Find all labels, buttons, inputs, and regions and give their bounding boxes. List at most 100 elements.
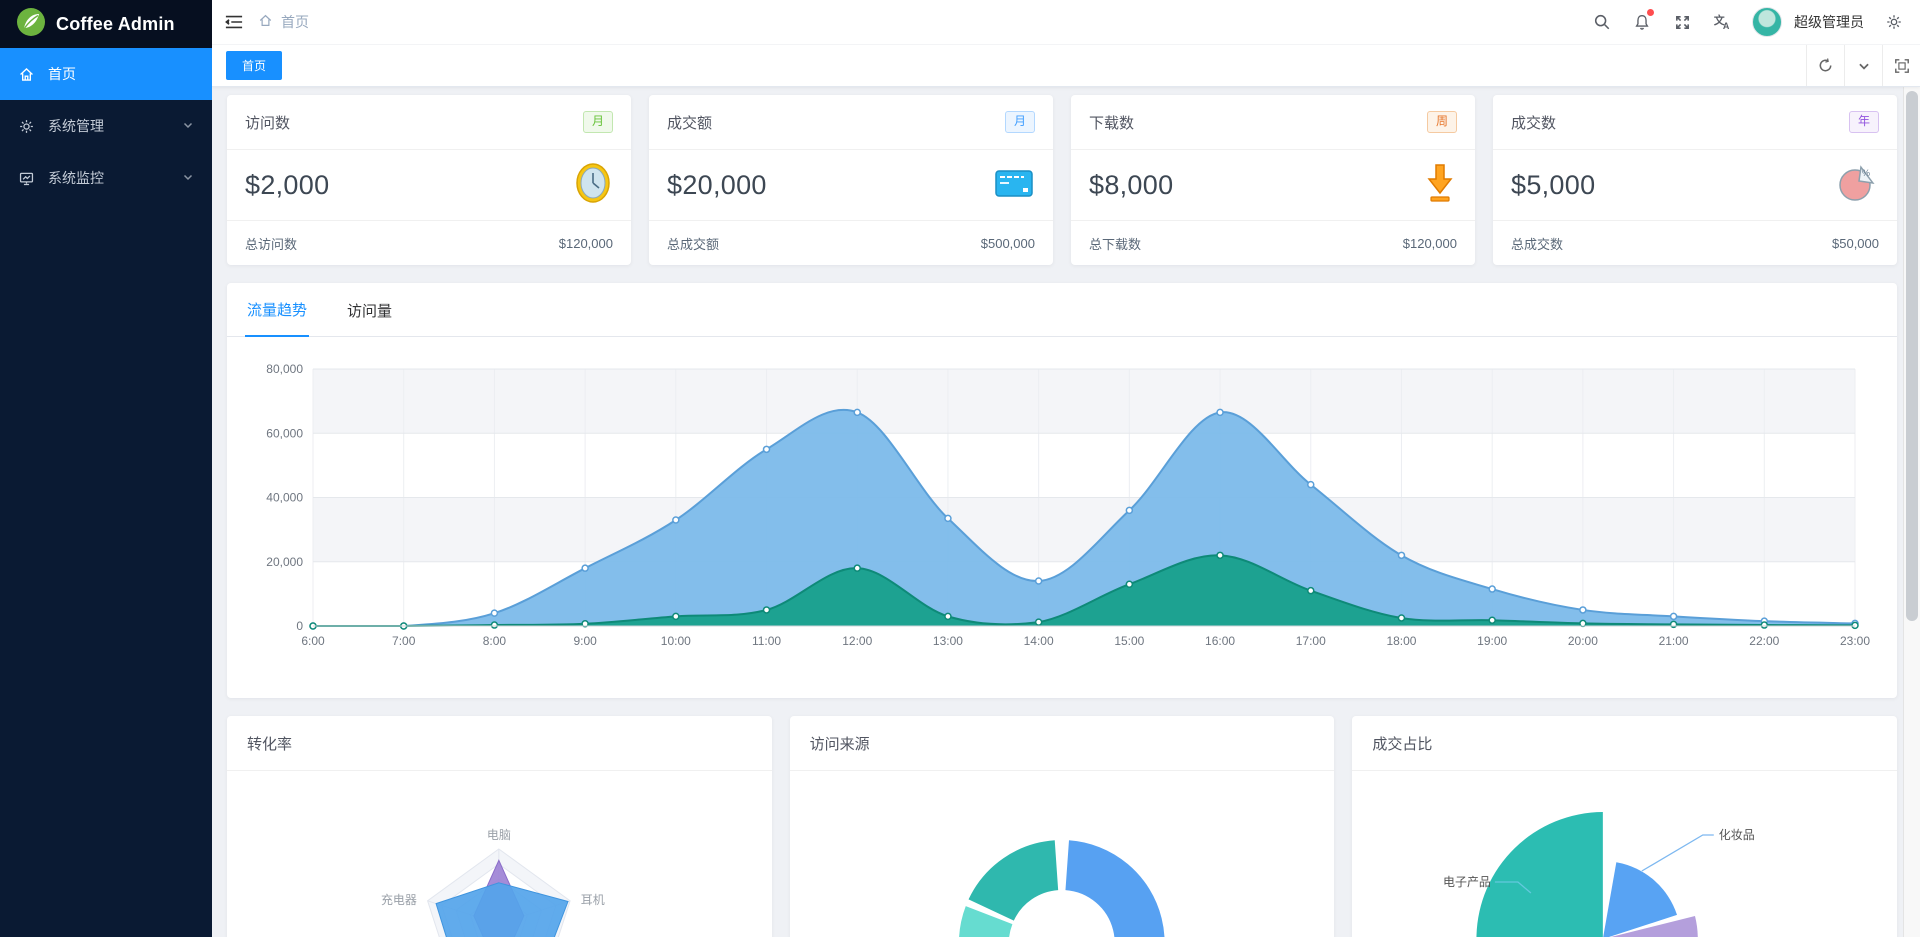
- sidebar-fold-icon[interactable]: [224, 12, 244, 32]
- stat-card-body: $5,000 %: [1493, 150, 1897, 220]
- home-icon: [18, 65, 36, 83]
- tag-controls: [1806, 45, 1920, 86]
- stat-footer-label: 总成交数: [1511, 236, 1564, 252]
- pie-label: 电子产品: [1443, 875, 1491, 889]
- svg-text:15:00: 15:00: [1114, 634, 1144, 648]
- stat-card-footer: 总成交数 $50,000: [1493, 220, 1897, 265]
- svg-text:12:00: 12:00: [842, 634, 872, 648]
- search-icon[interactable]: [1592, 12, 1612, 32]
- stat-footer-label: 总访问数: [245, 236, 298, 252]
- breadcrumb[interactable]: 首页: [258, 12, 309, 32]
- svg-text:11:00: 11:00: [752, 634, 781, 648]
- svg-text:0: 0: [296, 619, 303, 633]
- stat-card-body: $8,000: [1071, 150, 1475, 220]
- svg-text:7:00: 7:00: [392, 634, 416, 648]
- svg-text:13:00: 13:00: [933, 634, 963, 648]
- period-badge: 月: [1004, 111, 1035, 133]
- gear-icon: [18, 117, 36, 135]
- radar-axis-label: 充电器: [381, 892, 417, 907]
- clock-icon: [573, 161, 613, 210]
- donut-chart[interactable]: [790, 771, 1335, 937]
- username[interactable]: 超级管理员: [1794, 14, 1864, 30]
- rose-pie-chart[interactable]: 化妆品 电子产品: [1352, 771, 1897, 937]
- svg-text:21:00: 21:00: [1659, 634, 1689, 648]
- chevron-down-icon: [182, 170, 194, 186]
- user-avatar[interactable]: [1752, 7, 1782, 37]
- radar-axis-label: 电脑: [487, 828, 511, 842]
- svg-text:20,000: 20,000: [266, 555, 303, 569]
- stat-card-body: $2,000: [227, 150, 631, 220]
- gear-icon[interactable]: [1884, 12, 1904, 32]
- svg-text:6:00: 6:00: [301, 634, 325, 648]
- card-title: 成交占比: [1352, 716, 1898, 771]
- card-title: 转化率: [227, 716, 772, 771]
- stat-footer-value: $500,000: [980, 235, 1035, 251]
- maximize-icon[interactable]: [1882, 45, 1920, 86]
- trend-tabs: 流量趋势 访问量: [227, 283, 1897, 337]
- fullscreen-icon[interactable]: [1672, 12, 1692, 32]
- svg-text:9:00: 9:00: [573, 634, 597, 648]
- stat-footer-value: $120,000: [558, 235, 613, 251]
- refresh-icon[interactable]: [1806, 45, 1844, 86]
- stat-footer-value: $120,000: [1402, 235, 1457, 251]
- stat-card-header: 成交额 月: [649, 95, 1053, 150]
- visit-source-card: 访问来源: [789, 716, 1335, 937]
- stat-card-downloads: 下载数 周 $8,000 总下载数 $120,000: [1071, 95, 1475, 265]
- scrollbar-thumb[interactable]: [1906, 91, 1918, 621]
- stat-card-title: 成交数: [1511, 114, 1557, 132]
- stat-card-footer: 总访问数 $120,000: [227, 220, 631, 265]
- download-icon: [1423, 161, 1457, 210]
- tab-traffic-trend[interactable]: 流量趋势: [245, 299, 310, 337]
- tags-view-bar: 首页: [212, 45, 1920, 87]
- logo: Coffee Admin: [0, 0, 212, 48]
- stat-footer-value: $50,000: [1832, 235, 1879, 251]
- breadcrumb-label: 首页: [281, 14, 309, 30]
- svg-text:A: A: [1723, 21, 1730, 31]
- tab-visit-volume[interactable]: 访问量: [347, 303, 393, 320]
- top-header: 首页: [212, 0, 1920, 45]
- translate-icon[interactable]: 文 A: [1712, 12, 1732, 32]
- svg-text:19:00: 19:00: [1477, 634, 1507, 648]
- svg-text:80,000: 80,000: [266, 362, 303, 376]
- header-actions: 文 A 超级管理员: [1592, 7, 1904, 37]
- stat-footer-label: 总成交额: [667, 236, 720, 252]
- stat-card-value: $20,000: [667, 169, 767, 200]
- stat-card-footer: 总成交额 $500,000: [649, 220, 1053, 265]
- chevron-down-icon[interactable]: [1844, 45, 1882, 86]
- sidebar-item-home[interactable]: 首页: [0, 48, 212, 100]
- stat-card-body: $20,000: [649, 150, 1053, 220]
- svg-text:23:00: 23:00: [1840, 634, 1870, 648]
- stat-footer-label: 总下载数: [1089, 236, 1142, 252]
- stat-card-turnover: 成交额 月 $20,000 总成交额: [649, 95, 1053, 265]
- stat-card-deals: 成交数 年 $5,000 % 总成交数 $50,000: [1493, 95, 1897, 265]
- svg-text:22:00: 22:00: [1749, 634, 1779, 648]
- tag-home[interactable]: 首页: [226, 51, 283, 80]
- app-title: Coffee Admin: [56, 13, 175, 34]
- sidebar-item-label: 系统管理: [48, 118, 104, 134]
- bank-card-icon: [993, 166, 1035, 205]
- bottom-cards-row: 转化率 电脑: [227, 716, 1898, 937]
- card-title: 访问来源: [789, 716, 1335, 771]
- sidebar-item-label: 系统监控: [48, 170, 104, 186]
- sidebar-item-system-management[interactable]: 系统管理: [0, 100, 212, 152]
- stat-card-value: $2,000: [245, 169, 330, 200]
- page-scrollbar[interactable]: [1903, 87, 1920, 937]
- svg-text:16:00: 16:00: [1205, 634, 1235, 648]
- stat-card-header: 成交数 年: [1493, 95, 1897, 150]
- bell-icon[interactable]: [1632, 9, 1654, 32]
- leaf-logo-icon: [16, 7, 46, 42]
- stat-card-title: 下载数: [1089, 114, 1135, 132]
- sidebar-item-label: 首页: [48, 66, 76, 82]
- svg-text:60,000: 60,000: [266, 426, 303, 440]
- radar-chart[interactable]: 电脑 充电器 耳机: [227, 771, 772, 937]
- sidebar-item-system-monitor[interactable]: 系统监控: [0, 152, 212, 204]
- stat-card-visits: 访问数 月 $2,000 总访问数 $120,000: [227, 95, 631, 265]
- svg-text:18:00: 18:00: [1386, 634, 1416, 648]
- stat-cards-row: 访问数 月 $2,000 总访问数 $120,000: [227, 95, 1897, 265]
- sidebar: Coffee Admin 首页 系统管理: [0, 0, 212, 937]
- deal-share-card: 成交占比 化妆品 电子产品: [1352, 716, 1898, 937]
- area-chart[interactable]: 0 20,000 40,000 60,000 80,000 6:00 7:00 8:00 9:0…: [227, 337, 1897, 696]
- stat-card-title: 访问数: [245, 114, 291, 132]
- pie-label: 化妆品: [1719, 828, 1755, 842]
